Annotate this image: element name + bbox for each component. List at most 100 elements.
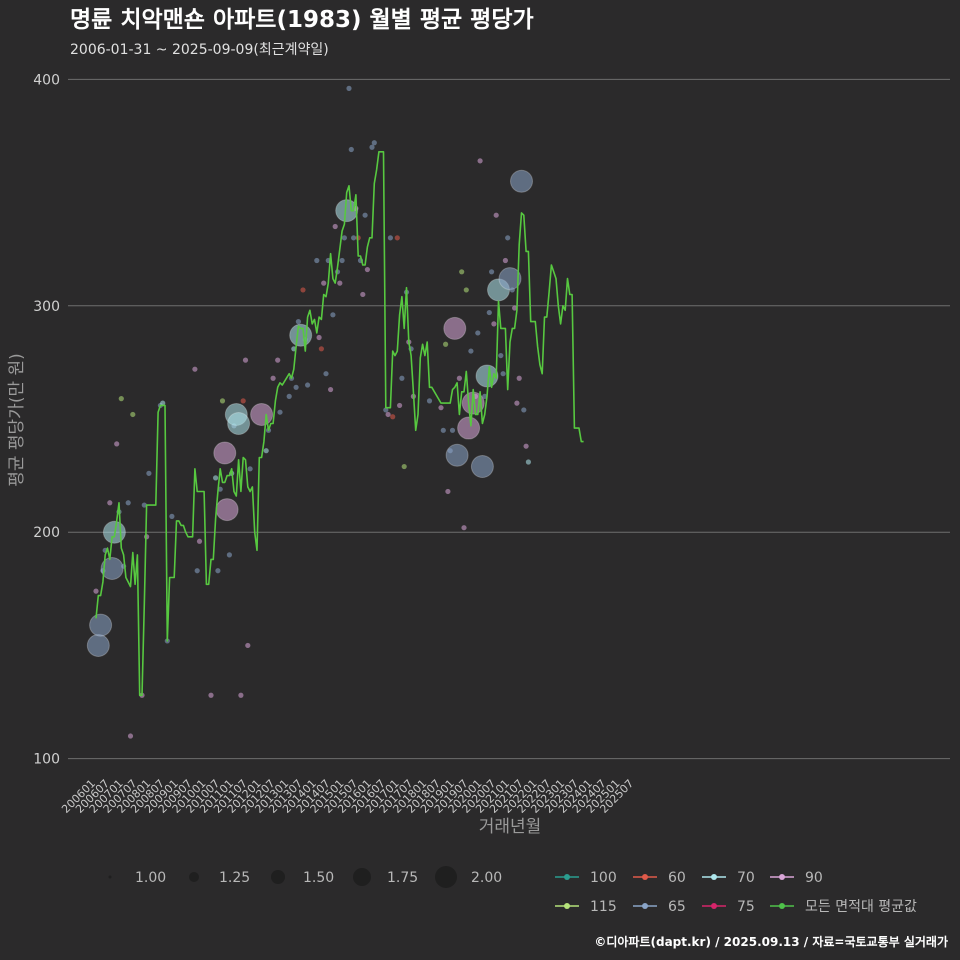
data-point bbox=[263, 448, 269, 454]
y-axis-title: 평균 평당가(만 원) bbox=[7, 353, 27, 487]
data-point bbox=[364, 266, 370, 273]
data-point bbox=[521, 407, 527, 413]
data-point bbox=[489, 269, 495, 275]
data-point bbox=[250, 402, 274, 426]
data-point bbox=[160, 400, 166, 406]
y-tick-label: 100 bbox=[33, 752, 60, 768]
color-legend-label: 100 bbox=[590, 870, 617, 886]
data-point bbox=[511, 305, 518, 311]
data-point bbox=[328, 386, 334, 393]
data-point bbox=[213, 475, 219, 481]
chart-subtitle: 2006-01-31 ~ 2025-09-09(최근계약일) bbox=[70, 42, 329, 58]
data-point bbox=[226, 552, 232, 558]
source-caption: ©디아파트(dapt.kr) / 2025.09.13 / 자료=국토교통부 실… bbox=[594, 934, 948, 949]
data-point bbox=[346, 85, 352, 91]
data-point bbox=[245, 642, 251, 649]
data-point bbox=[387, 235, 393, 241]
color-legend-dot bbox=[711, 874, 717, 880]
data-point bbox=[362, 212, 368, 218]
data-point bbox=[449, 427, 456, 433]
data-point bbox=[125, 500, 131, 506]
size-legend-dot bbox=[189, 872, 199, 882]
color-legend-dot bbox=[779, 874, 785, 880]
data-point bbox=[286, 393, 292, 399]
data-point bbox=[293, 384, 299, 390]
x-axis-title: 거래년월 bbox=[479, 817, 542, 837]
data-point bbox=[445, 488, 451, 495]
data-point bbox=[86, 633, 110, 657]
y-tick-label: 200 bbox=[33, 525, 60, 541]
data-point bbox=[348, 146, 354, 153]
data-point bbox=[360, 291, 366, 298]
data-point bbox=[443, 316, 467, 340]
y-tick-label: 300 bbox=[33, 299, 60, 315]
data-point bbox=[426, 398, 433, 404]
data-point bbox=[146, 470, 152, 476]
data-point bbox=[213, 441, 237, 465]
data-point bbox=[215, 568, 221, 574]
data-point bbox=[332, 223, 338, 230]
data-point bbox=[401, 463, 407, 470]
data-point bbox=[463, 287, 469, 293]
data-point bbox=[341, 235, 347, 241]
data-point bbox=[141, 502, 147, 508]
data-point bbox=[491, 321, 497, 327]
data-point bbox=[318, 346, 324, 352]
data-point bbox=[468, 348, 474, 354]
data-point bbox=[523, 443, 529, 449]
size-legend-label: 1.25 bbox=[219, 870, 250, 886]
data-point bbox=[525, 459, 532, 465]
data-point bbox=[440, 427, 446, 433]
data-point bbox=[475, 330, 481, 336]
data-point bbox=[505, 235, 511, 241]
color-legend-label: 70 bbox=[737, 870, 755, 886]
data-point bbox=[192, 366, 198, 372]
data-point bbox=[194, 568, 200, 574]
y-tick-labels: 100 200 300 400 bbox=[33, 72, 60, 767]
data-point bbox=[107, 500, 113, 506]
data-point bbox=[93, 588, 99, 594]
color-legend-dot bbox=[711, 903, 717, 909]
color-legend-label: 75 bbox=[737, 899, 755, 915]
data-point bbox=[321, 280, 327, 286]
data-point bbox=[277, 409, 283, 415]
data-point bbox=[385, 411, 391, 418]
data-point bbox=[337, 280, 343, 286]
data-point bbox=[305, 382, 311, 388]
size-legend-dot bbox=[271, 870, 285, 884]
data-point bbox=[457, 416, 481, 440]
data-point bbox=[219, 398, 226, 404]
data-point bbox=[130, 411, 136, 418]
data-point bbox=[394, 235, 400, 241]
data-point bbox=[383, 407, 389, 413]
data-point bbox=[118, 396, 124, 402]
data-point bbox=[486, 309, 492, 316]
data-point bbox=[369, 144, 375, 150]
average-price-line bbox=[95, 151, 584, 697]
y-tick-label: 400 bbox=[33, 72, 60, 88]
data-point bbox=[482, 393, 488, 399]
size-legend: 1.00 1.25 1.50 1.75 2.00 bbox=[108, 866, 502, 888]
data-point bbox=[238, 692, 244, 698]
size-legend-label: 1.00 bbox=[135, 870, 166, 886]
size-legend-dot bbox=[435, 866, 457, 888]
data-point bbox=[242, 357, 249, 363]
chart-title: 명륜 치악맨숀 아파트(1983) 월별 평균 평당가 bbox=[70, 7, 534, 33]
data-point bbox=[470, 455, 494, 479]
data-point bbox=[89, 613, 113, 637]
data-point bbox=[443, 341, 449, 347]
data-point bbox=[399, 375, 405, 381]
color-legend-label: 65 bbox=[668, 899, 686, 915]
data-point bbox=[275, 357, 281, 363]
data-point bbox=[114, 441, 120, 447]
data-point bbox=[323, 371, 329, 377]
color-legend-dot bbox=[642, 874, 648, 880]
color-legend-dot bbox=[564, 874, 570, 880]
color-legend-label: 60 bbox=[668, 870, 686, 886]
data-point bbox=[390, 414, 396, 420]
data-point bbox=[477, 158, 483, 164]
size-legend-dot bbox=[108, 875, 112, 879]
data-point bbox=[227, 412, 251, 436]
data-point bbox=[502, 257, 508, 264]
